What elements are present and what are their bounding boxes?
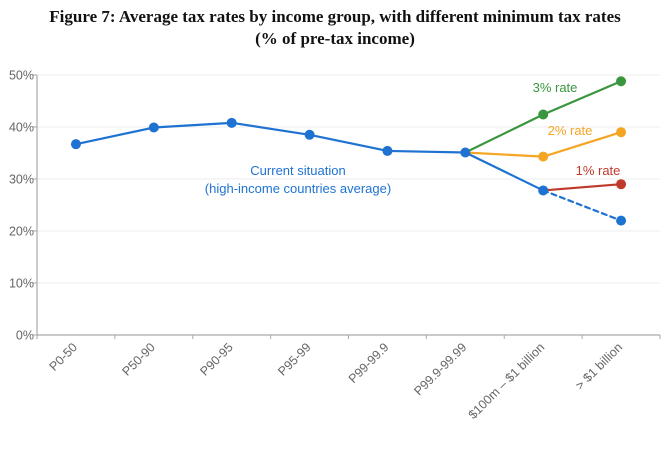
data-point [70, 139, 81, 150]
data-point [616, 127, 627, 138]
data-point [226, 117, 237, 128]
annotations: Current situation (high-income countries … [205, 80, 621, 196]
y-tick-label: 10% [9, 277, 34, 291]
annotation-label: (high-income countries average) [205, 181, 391, 196]
series-line-segment [152, 121, 233, 129]
annotation-label: Current situation [250, 163, 345, 178]
series-line-segment [464, 151, 545, 158]
data-point [538, 109, 549, 120]
annotation-label: 1% rate [576, 163, 621, 178]
data-point [382, 145, 393, 156]
annotation-label: 2% rate [548, 123, 593, 138]
chart-subtitle: (% of pre-tax income) [255, 29, 415, 48]
series-line-segment [542, 80, 623, 116]
chart-title-line: Figure 7: Average tax rates by income gr… [49, 7, 621, 26]
series-line-segment [464, 151, 545, 192]
series-line-segment [542, 183, 623, 192]
chart-title: Figure 7: Average tax rates by income gr… [0, 6, 670, 50]
annotation-label: 3% rate [533, 80, 578, 95]
data-point [460, 147, 471, 158]
axes [36, 75, 660, 336]
series-line-segment [464, 113, 545, 154]
x-tick-label: P90-95 [197, 340, 235, 378]
y-tick-label: 0% [16, 329, 34, 343]
x-tick-label: P50-90 [120, 340, 158, 378]
data-point [148, 122, 159, 133]
series-line-segment [542, 131, 623, 158]
gridlines [37, 74, 660, 284]
data-point [304, 129, 315, 140]
x-tick-label: P95-99 [275, 340, 313, 378]
x-tick-label: $100m – $1 billion [466, 340, 548, 422]
series-line-segment [74, 126, 155, 146]
data-point [538, 185, 549, 196]
series-line-segment [386, 149, 467, 154]
y-tick-label: 20% [9, 225, 34, 239]
x-axis-ticks: P0-50 P50-90 P90-95 P95-99 P99-99.9 P99.9-99.… [36, 335, 661, 422]
data-point [616, 179, 627, 190]
series-line-segment [230, 121, 311, 136]
x-tick-label: P99.9-99.99 [411, 340, 469, 398]
data-point [616, 76, 627, 87]
data-point [616, 215, 627, 226]
y-tick-label: 30% [9, 173, 34, 187]
series-line-segment [542, 189, 623, 222]
x-tick-label: > $1 billion [573, 340, 625, 392]
series-lines [74, 80, 623, 222]
series-line-segment [308, 133, 389, 153]
y-axis-ticks: 0% 10% 20% 30% 40% 50% [9, 69, 37, 343]
series-points [70, 76, 627, 226]
y-tick-label: 50% [9, 69, 34, 83]
data-point [538, 151, 549, 162]
y-tick-label: 40% [9, 121, 34, 135]
x-tick-label: P99-99.9 [346, 340, 392, 386]
x-tick-label: P0-50 [47, 340, 81, 374]
